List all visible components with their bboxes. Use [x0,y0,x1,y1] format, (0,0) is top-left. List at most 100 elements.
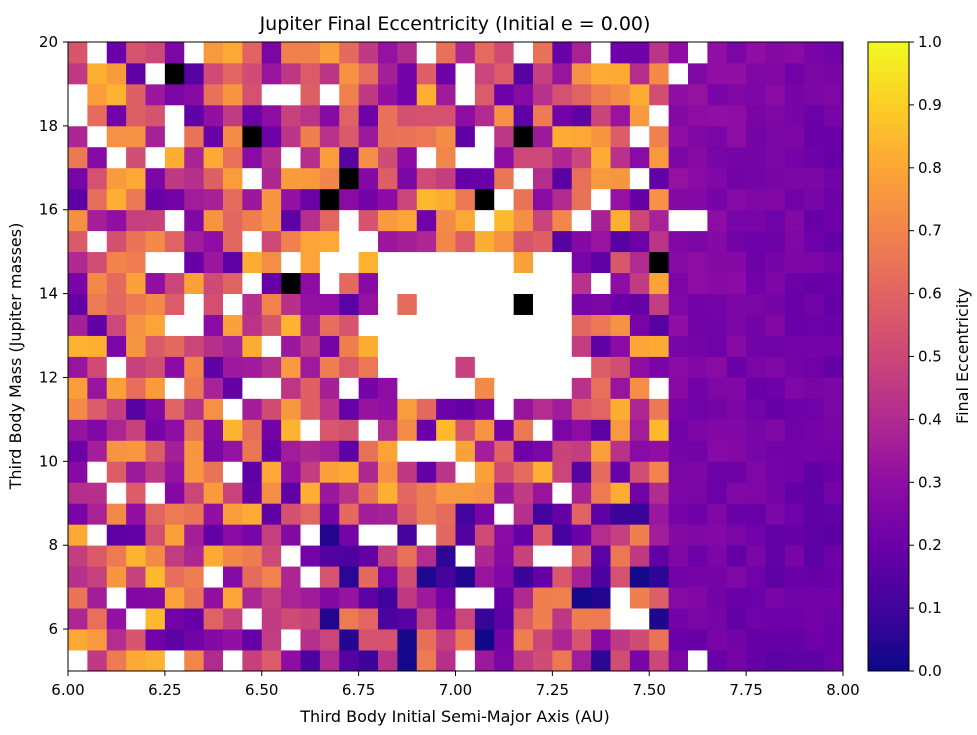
heatmap-cell [319,650,340,672]
heatmap-cell [339,83,360,106]
heatmap-cell [358,419,379,441]
heatmap-cell [552,188,573,211]
heatmap-cell [494,566,515,588]
heatmap-cell [746,356,766,378]
heatmap-cell [804,524,825,546]
heatmap-cell [126,503,146,525]
heatmap-cell [629,335,650,357]
heatmap-cell [68,650,88,672]
heatmap-cell [784,83,805,106]
heatmap-cell [319,461,340,483]
heatmap-cell [765,83,786,106]
heatmap-cell [416,461,437,483]
heatmap-cell [784,230,805,253]
heatmap-cell [87,608,108,630]
heatmap-cell [455,503,476,525]
heatmap-cell [455,272,476,294]
heatmap-cell [707,272,728,294]
heatmap-cell [455,293,476,315]
heatmap-cell [242,335,263,357]
heatmap-cell [436,650,456,672]
heatmap-cell [629,398,650,420]
heatmap-cell [223,650,243,672]
heatmap-cell [145,272,166,294]
heatmap-cell [164,461,185,483]
heatmap-cell [629,524,650,546]
heatmap-cell [765,188,786,211]
heatmap-cell [804,251,825,274]
heatmap-cell [688,335,708,357]
heatmap-cell [203,377,224,399]
heatmap-cell [300,503,321,525]
heatmap-cell [319,545,340,567]
heatmap-cell [68,335,88,357]
heatmap-cell [223,545,243,567]
heatmap-cell [106,650,127,672]
heatmap-cell [300,62,321,85]
heatmap-cell [164,608,185,630]
heatmap-cell [649,272,670,294]
heatmap-cell [203,629,224,651]
heatmap-cell [261,566,282,588]
heatmap-cell [610,42,631,64]
heatmap-cell [281,146,301,169]
heatmap-cell [784,440,805,462]
heatmap-cell [397,146,418,169]
heatmap-cell [455,587,476,609]
heatmap-cell [823,188,844,211]
heatmap-cell [242,209,263,232]
heatmap-cell [668,293,689,315]
heatmap-cell [688,503,708,525]
heatmap-cell [688,209,708,232]
heatmap-cell [358,398,379,420]
heatmap-cell [203,461,224,483]
heatmap-cell [455,62,476,85]
heatmap-cell [203,356,224,378]
heatmap-cell [610,545,631,567]
heatmap-cell [726,314,747,336]
heatmap-cell [87,650,108,672]
heatmap-cell [726,146,747,169]
heatmap-cell [242,461,263,483]
heatmap-cell [397,209,418,232]
heatmap-cell [184,419,205,441]
heatmap-cell [726,419,747,441]
heatmap-cell [106,629,127,651]
heatmap-cell [223,440,243,462]
heatmap-cell [378,356,398,378]
heatmap-cell [591,83,611,106]
heatmap-cell [397,62,418,85]
heatmap-cell [629,419,650,441]
heatmap-cell [804,461,825,483]
heatmap-cell [649,146,670,169]
heatmap-cell [397,566,418,588]
heatmap-cell [455,83,476,106]
heatmap-cell [668,440,689,462]
heatmap-cell [126,587,146,609]
heatmap-cell [223,482,243,504]
heatmap-cell [591,524,611,546]
heatmap-cell [726,356,747,378]
heatmap-cell [707,62,728,85]
heatmap-cell [707,503,728,525]
heatmap-cell [184,188,205,211]
heatmap-cell [145,230,166,253]
heatmap-cell [784,461,805,483]
heatmap-cell [494,398,515,420]
heatmap-cell [765,125,786,148]
heatmap-cell [203,440,224,462]
heatmap-cell [319,314,340,336]
heatmap-cell [87,377,108,399]
heatmap-cell [591,42,611,64]
heatmap-cell [106,566,127,588]
heatmap-cell [494,419,515,441]
heatmap-cell [339,335,360,357]
heatmap-cell [668,650,689,672]
heatmap-cell [668,356,689,378]
heatmap-cell [513,83,534,106]
heatmap-cell [223,42,243,64]
heatmap-cell [242,104,263,127]
heatmap-cell [474,650,495,672]
heatmap-cell [571,356,592,378]
heatmap-cell [688,566,708,588]
